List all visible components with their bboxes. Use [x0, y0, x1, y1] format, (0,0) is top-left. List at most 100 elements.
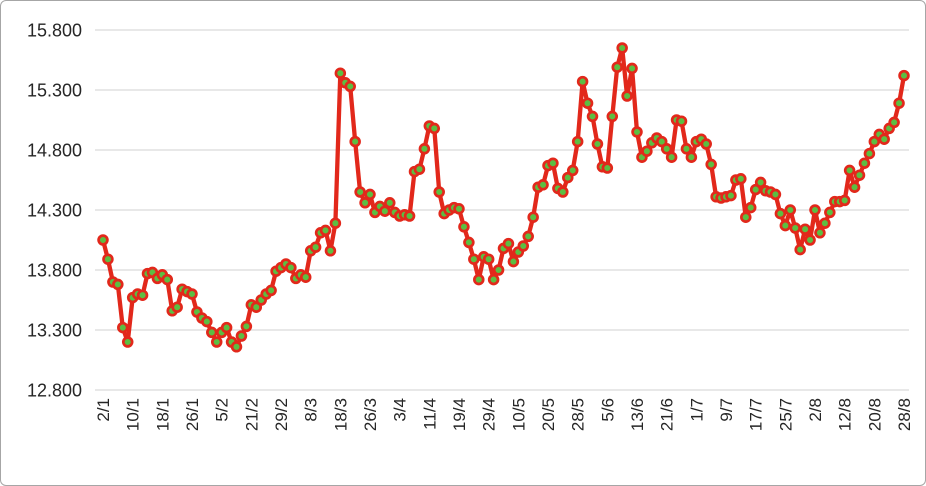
x-tick-label: 29/2 [272, 398, 291, 431]
data-point-marker [171, 301, 183, 313]
data-point-marker [201, 315, 213, 328]
data-point-marker [591, 138, 604, 150]
data-point-marker [774, 207, 787, 220]
data-point-marker [384, 197, 396, 209]
data-point-marker [725, 189, 737, 202]
x-tick-label: 25/7 [776, 398, 795, 431]
data-point-marker [814, 227, 826, 239]
data-point-marker [527, 211, 539, 223]
data-point-marker [428, 122, 441, 135]
data-point-marker [660, 143, 673, 155]
data-point-marker [685, 151, 698, 163]
x-tick-label: 9/7 [717, 398, 736, 422]
data-point-marker [473, 273, 485, 286]
data-point-marker [359, 197, 371, 209]
data-point-marker [210, 336, 223, 348]
data-point-marker [522, 230, 534, 243]
data-point-marker [329, 217, 342, 229]
x-tick-label: 2/1 [94, 398, 113, 422]
data-point-marker [853, 169, 866, 181]
y-tick-label: 13.300 [27, 321, 82, 341]
data-point-marker [611, 61, 623, 73]
data-point-marker [319, 224, 332, 237]
data-point-marker [744, 201, 757, 214]
data-point-marker [102, 253, 114, 265]
y-tick-label: 15.300 [27, 81, 82, 101]
x-tick-label: 28/5 [569, 398, 588, 431]
data-point-marker [557, 186, 569, 198]
series-line [100, 45, 907, 349]
data-point-marker [789, 222, 801, 234]
data-point-marker [468, 253, 480, 265]
data-point-marker [581, 97, 594, 109]
x-tick-label: 20/8 [865, 398, 884, 431]
x-tick-label: 13/6 [628, 398, 647, 431]
x-tick-label: 26/3 [361, 398, 380, 431]
x-tick-label: 29/4 [480, 398, 499, 431]
data-point-marker [487, 273, 500, 286]
y-tick-label: 15.800 [27, 21, 82, 41]
data-point-marker [838, 194, 851, 207]
y-tick-label: 14.300 [27, 201, 82, 221]
data-point-marker [492, 264, 505, 276]
x-tick-label: 20/5 [539, 398, 558, 431]
data-point-marker [537, 179, 549, 191]
data-point-marker [403, 210, 416, 222]
data-point-marker [858, 157, 871, 169]
x-tick-label: 28/8 [895, 398, 914, 431]
y-tick-label: 13.800 [27, 261, 82, 281]
data-point-marker [566, 164, 579, 177]
data-point-marker [740, 211, 752, 223]
data-point-marker [482, 253, 495, 265]
data-point-marker [735, 173, 747, 185]
data-point-marker [354, 186, 366, 198]
x-tick-label: 2/8 [806, 398, 825, 422]
data-point-marker [621, 90, 633, 102]
data-point-marker [418, 143, 431, 155]
data-point-marker [794, 243, 806, 256]
data-point-marker [848, 181, 861, 193]
data-point-marker [463, 236, 475, 249]
data-point-marker [507, 255, 520, 268]
data-point-marker [819, 217, 831, 229]
data-point-marker [576, 75, 589, 88]
data-point-marker [571, 135, 584, 148]
data-point-marker [112, 278, 124, 291]
data-point-marker [665, 151, 678, 163]
data-point-marker [843, 164, 856, 177]
data-point-marker [285, 261, 297, 274]
data-point-marker [265, 284, 277, 297]
data-point-marker [616, 42, 628, 54]
data-point-marker [136, 289, 149, 301]
x-tick-label: 10/5 [509, 398, 528, 431]
data-point-marker [299, 271, 312, 283]
data-point-marker [809, 204, 821, 216]
data-point-marker [344, 80, 356, 93]
x-tick-label: 18/3 [331, 398, 350, 431]
x-tick-label: 19/4 [450, 398, 469, 431]
data-point-marker [893, 97, 905, 109]
x-tick-label: 3/4 [391, 398, 410, 422]
data-point-marker [601, 162, 614, 174]
data-point-marker [324, 245, 337, 257]
data-point-marker [641, 145, 653, 157]
x-tick-label: 11/4 [420, 398, 439, 430]
x-tick-label: 5/6 [598, 398, 617, 422]
y-tick-label: 12.800 [27, 381, 82, 401]
x-tick-label: 8/3 [302, 398, 321, 422]
data-point-marker [631, 126, 643, 138]
data-point-marker [705, 158, 717, 171]
x-tick-label: 18/1 [153, 398, 172, 431]
x-tick-label: 21/2 [242, 398, 261, 431]
data-point-marker [779, 219, 792, 232]
data-point-marker [309, 241, 322, 253]
data-point-marker [804, 234, 816, 246]
x-tick-label: 12/8 [836, 398, 855, 431]
data-point-marker [161, 273, 174, 286]
data-point-marker [240, 320, 253, 333]
data-point-marker [97, 234, 109, 246]
data-point-marker [547, 157, 559, 169]
data-point-marker [349, 135, 361, 148]
